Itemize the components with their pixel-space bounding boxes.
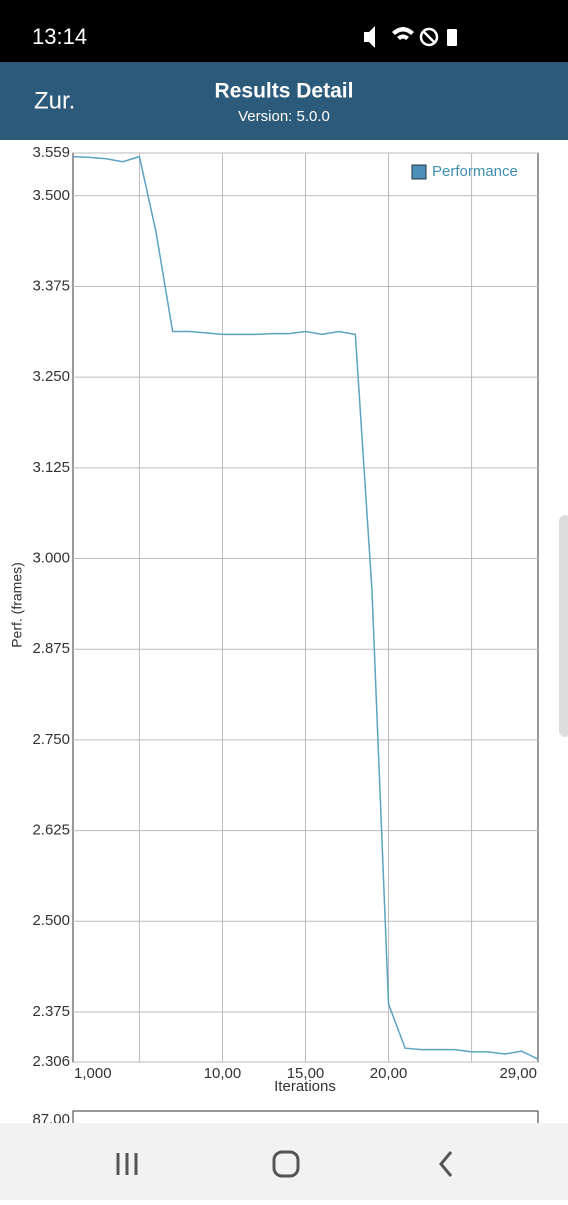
x-tick-label: 10,00 <box>204 1065 242 1082</box>
y-tick-label: 2.306 <box>32 1053 70 1070</box>
status-bar <box>0 0 568 62</box>
header-subtitle: Version: 5.0.0 <box>238 108 330 125</box>
y-axis-label: Perf. (frames) <box>9 562 25 648</box>
legend-label: Performance <box>432 163 518 180</box>
y-tick-label: 3.000 <box>32 550 70 567</box>
x-tick-label: 1,000 <box>74 1065 112 1082</box>
back-nav-button[interactable] <box>439 1151 453 1177</box>
clock: 13:14 <box>32 24 87 49</box>
header-title: Results Detail <box>215 80 354 103</box>
x-tick-label: 15,00 <box>287 1065 325 1082</box>
x-axis-label: Iterations <box>274 1078 336 1095</box>
y-tick-label: 2.875 <box>32 640 70 657</box>
data-line <box>72 155 539 1060</box>
nav-bar <box>0 1123 568 1200</box>
mute-icon <box>364 26 375 48</box>
edge-panel-handle[interactable] <box>559 515 568 737</box>
back-button[interactable]: Zur. <box>34 87 75 114</box>
x-tick-label: 20,00 <box>370 1065 408 1082</box>
chart: 3.559 3.500 3.375 3.250 3.125 3.000 2.875 2.750… <box>32 144 539 1082</box>
y-tick-label: 2.750 <box>32 731 70 748</box>
status-icons <box>364 26 457 48</box>
y-tick-label: 3.500 <box>32 187 70 204</box>
y-tick-label: 3.250 <box>32 368 70 385</box>
dnd-icon <box>419 27 439 47</box>
x-tick-label: 29,00 <box>499 1065 537 1082</box>
legend-swatch <box>411 164 427 180</box>
y-tick-label: 2.625 <box>32 822 70 839</box>
nav-icons <box>116 1150 453 1178</box>
battery-icon <box>447 29 457 46</box>
dnd-slash <box>422 30 436 44</box>
home-button[interactable] <box>272 1150 300 1178</box>
app-header <box>0 62 568 140</box>
y-tick-label: 2.375 <box>32 1003 70 1020</box>
y-tick-label: 3.125 <box>32 459 70 476</box>
wifi-icon <box>392 27 414 40</box>
y-tick-label: 3.559 <box>32 144 70 161</box>
y-tick-label: 3.375 <box>32 277 70 294</box>
recents-button[interactable] <box>116 1153 138 1175</box>
y-tick-label: 2.500 <box>32 912 70 929</box>
